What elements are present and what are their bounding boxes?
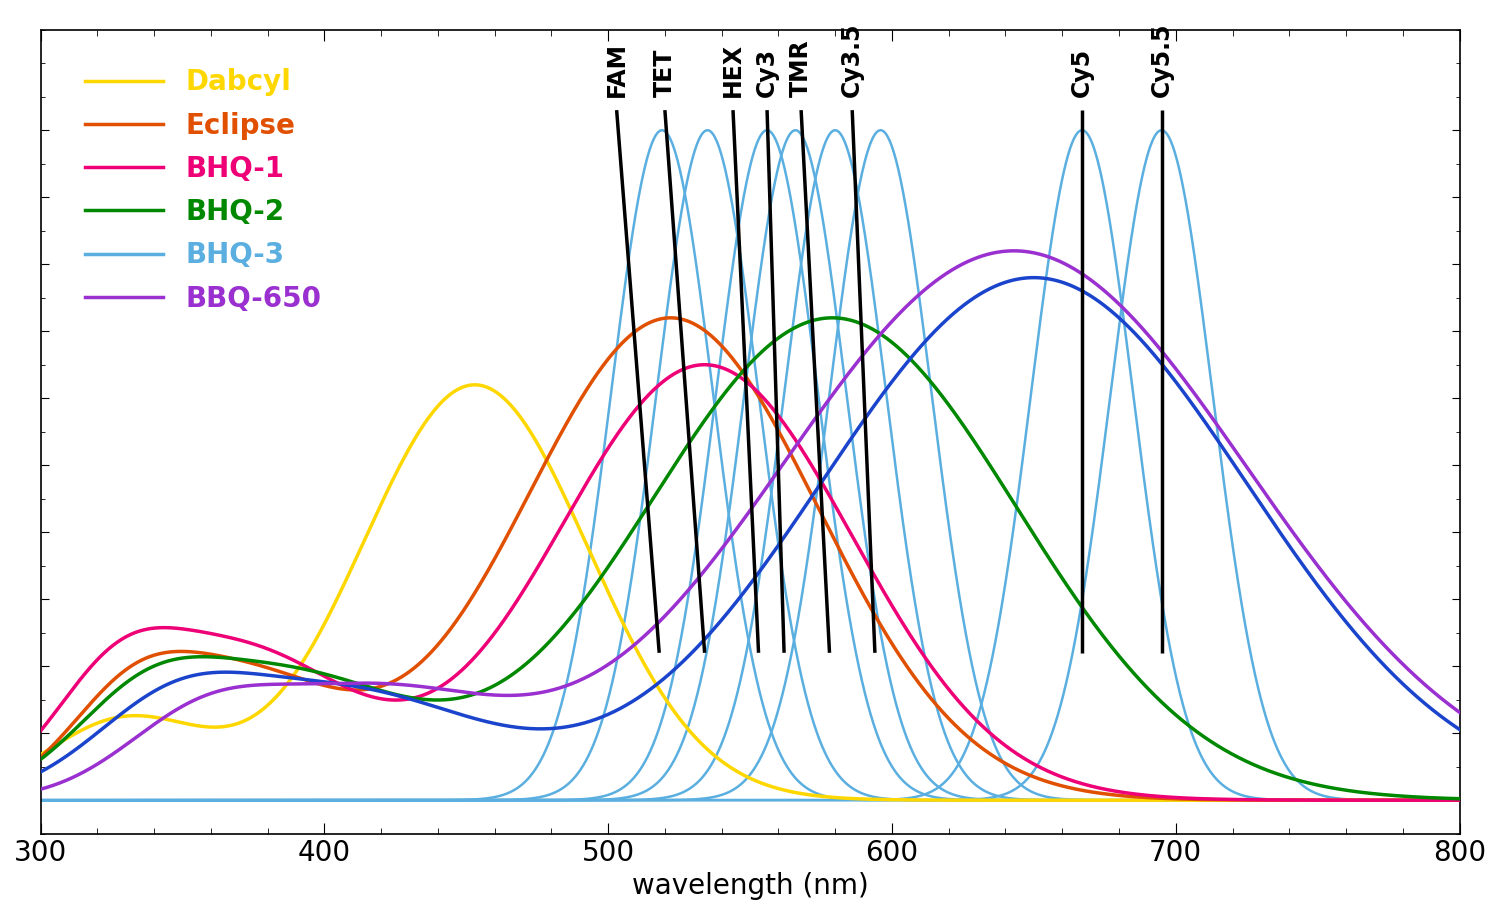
Text: Cy5: Cy5: [1070, 48, 1094, 97]
Text: Cy5.5: Cy5.5: [1149, 22, 1173, 97]
X-axis label: wavelength (nm): wavelength (nm): [632, 872, 868, 900]
Text: TMR: TMR: [789, 39, 813, 97]
Text: TET: TET: [652, 48, 676, 97]
Text: Cy3.5: Cy3.5: [840, 22, 864, 97]
Text: HEX: HEX: [722, 43, 746, 97]
Text: FAM: FAM: [604, 42, 628, 97]
Text: Cy3: Cy3: [754, 48, 778, 97]
Legend: Dabcyl, Eclipse, BHQ-1, BHQ-2, BHQ-3, BBQ-650: Dabcyl, Eclipse, BHQ-1, BHQ-2, BHQ-3, BB…: [69, 52, 338, 329]
